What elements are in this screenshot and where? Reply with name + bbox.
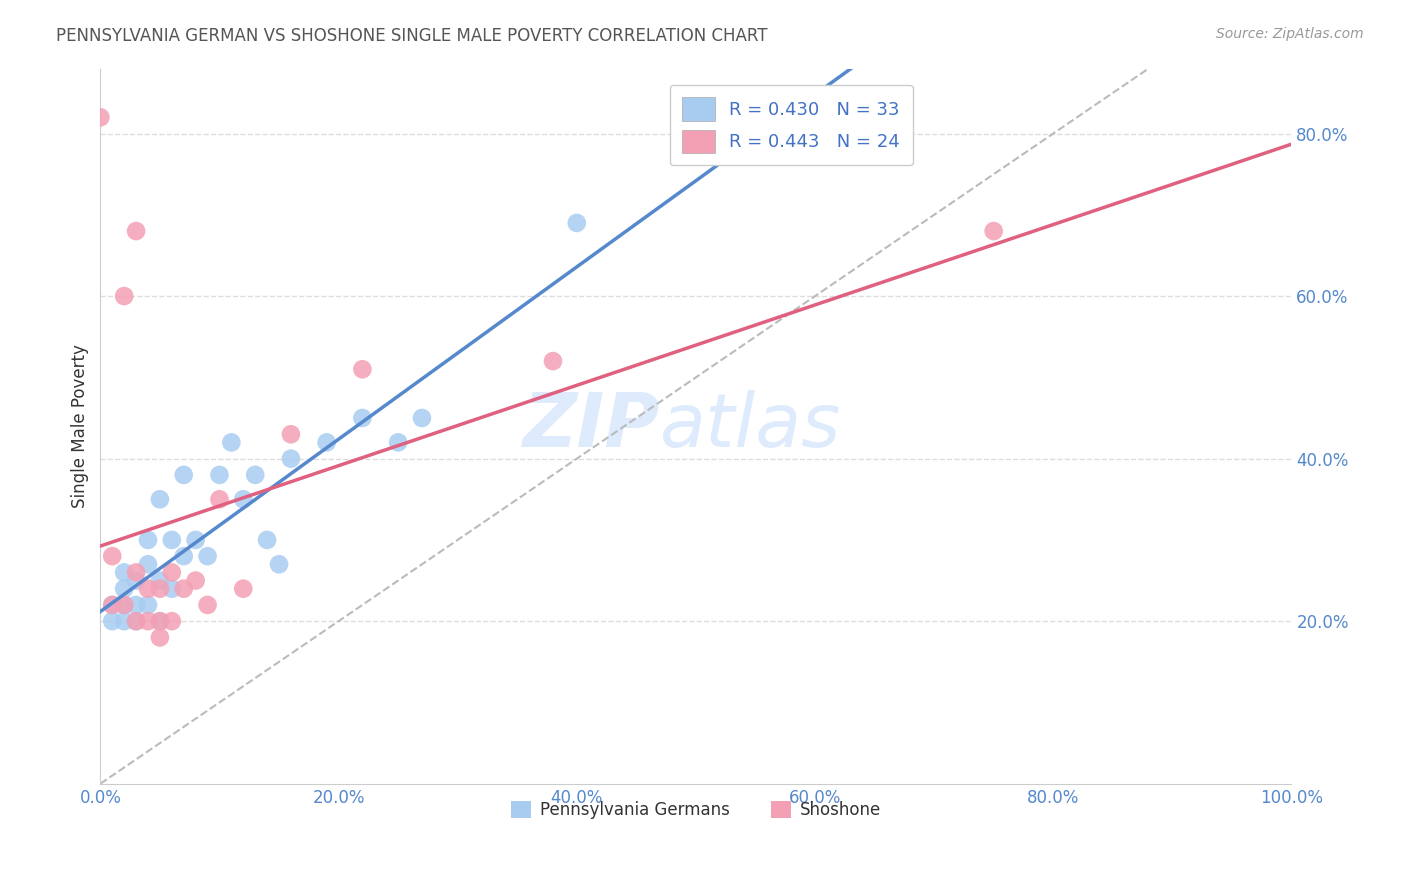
Point — [112, 582, 135, 596]
Point — [149, 614, 172, 628]
Point — [125, 614, 148, 628]
Point — [125, 566, 148, 580]
Point — [160, 566, 183, 580]
Point — [149, 582, 172, 596]
Point — [149, 574, 172, 588]
Point — [160, 614, 183, 628]
Point — [173, 549, 195, 564]
Point — [280, 451, 302, 466]
Point — [101, 614, 124, 628]
Point — [112, 289, 135, 303]
Point — [173, 582, 195, 596]
Point — [184, 533, 207, 547]
Point — [208, 492, 231, 507]
Point — [267, 558, 290, 572]
Point — [112, 566, 135, 580]
Point — [160, 533, 183, 547]
Point — [125, 574, 148, 588]
Point — [101, 549, 124, 564]
Point — [173, 467, 195, 482]
Point — [256, 533, 278, 547]
Point — [541, 354, 564, 368]
Point — [125, 598, 148, 612]
Point — [184, 574, 207, 588]
Point — [125, 224, 148, 238]
Text: Source: ZipAtlas.com: Source: ZipAtlas.com — [1216, 27, 1364, 41]
Point — [208, 467, 231, 482]
Y-axis label: Single Male Poverty: Single Male Poverty — [72, 344, 89, 508]
Point — [387, 435, 409, 450]
Point — [411, 411, 433, 425]
Point — [315, 435, 337, 450]
Point — [197, 598, 219, 612]
Text: ZIP: ZIP — [523, 390, 661, 463]
Point — [112, 598, 135, 612]
Point — [101, 598, 124, 612]
Point — [101, 598, 124, 612]
Point — [352, 362, 374, 376]
Point — [149, 631, 172, 645]
Point — [149, 492, 172, 507]
Point — [149, 614, 172, 628]
Point — [160, 582, 183, 596]
Point — [125, 614, 148, 628]
Point — [136, 558, 159, 572]
Point — [136, 582, 159, 596]
Point — [136, 533, 159, 547]
Point — [136, 614, 159, 628]
Point — [197, 549, 219, 564]
Point — [232, 492, 254, 507]
Point — [136, 598, 159, 612]
Point — [112, 614, 135, 628]
Point — [565, 216, 588, 230]
Point — [245, 467, 267, 482]
Point — [112, 598, 135, 612]
Point — [983, 224, 1005, 238]
Legend: Pennsylvania Germans, Shoshone: Pennsylvania Germans, Shoshone — [505, 794, 887, 825]
Point — [221, 435, 243, 450]
Text: PENNSYLVANIA GERMAN VS SHOSHONE SINGLE MALE POVERTY CORRELATION CHART: PENNSYLVANIA GERMAN VS SHOSHONE SINGLE M… — [56, 27, 768, 45]
Point — [352, 411, 374, 425]
Text: atlas: atlas — [661, 390, 842, 462]
Point — [232, 582, 254, 596]
Point — [89, 110, 111, 124]
Point — [280, 427, 302, 442]
